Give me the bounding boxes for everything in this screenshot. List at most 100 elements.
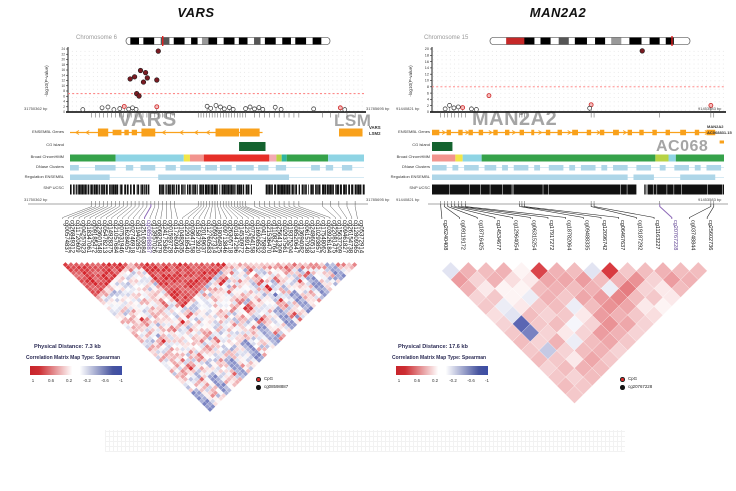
scale-tick: 0.2 [65,378,73,383]
cpg-probe-label: cg19375204 [287,220,293,254]
cpg-probe-label: cg26305718 [227,220,233,254]
connector-line [225,204,238,219]
connector-line [149,204,156,219]
snp-bar [310,184,312,195]
dnase-cluster-box [674,165,689,171]
chromhmm-segment [286,154,329,162]
track-label-ensembl-genes: ENSEMBL Genes [398,129,430,134]
snp-bar [216,184,218,195]
cpg-probe-label: cg07531946 [118,220,124,254]
snp-bar [146,184,148,195]
snp-bar [232,184,234,195]
snp-bar [298,184,300,195]
snp-bar [276,184,278,195]
gene-exon [446,129,451,136]
connector-line [111,204,128,219]
ideogram-band [321,37,330,45]
track-label-regulation: Regulation ENSEMBL [24,173,64,179]
snp-slit [469,184,470,195]
chromhmm-segment [655,154,669,162]
cpg-probe-label: cg16284057 [123,220,129,254]
ideogram-band [306,37,313,45]
cpg-probe-label: cg18782064 [566,220,572,250]
track-label-chromhmm: Broad ChromHMM [30,154,64,159]
connector-line [354,204,358,219]
snp-bar [202,184,205,195]
connector-line [523,204,620,219]
gene-strand-arrow [193,130,199,135]
cpg-probe-label: cg26849312 [68,220,74,254]
snp-bar [80,184,82,195]
snp-bar [301,184,304,195]
connector-line [204,204,210,219]
snp-bar [147,184,150,195]
scatter-point [639,48,645,54]
scale-tick: -1 [485,378,489,383]
cpg-probe-label: cg03926184 [325,220,331,254]
cpg-probe-label: cg26240408 [442,220,448,250]
physical-distance-label: Physical Distance: 17.6 kb [398,344,468,350]
snp-bar [339,184,342,195]
correlation-scale-bar [30,366,122,375]
regulation-box [158,174,290,180]
snp-bar [105,184,108,195]
dnase-cluster-box [452,165,459,171]
snp-bar [315,184,317,195]
snp-bar [242,184,245,195]
cpg-probe-label: cg02937561 [281,220,287,254]
snp-gap [636,184,645,195]
snp-bar [204,184,208,195]
cpg-probe-label: cg07264158 [248,220,254,254]
snp-bar [110,184,112,195]
ideogram-band [665,37,675,45]
heatmap-cell [689,261,708,280]
y-tick-label: 0 [63,110,65,114]
cpg-probe-label: cg08598887 [145,220,151,254]
snp-bar [213,184,217,195]
scatter-point [243,106,248,111]
snp-bar [136,184,138,195]
snp-bar [173,184,175,195]
gene-exon [665,129,670,136]
connector-line [593,204,655,219]
scatter-point [252,106,257,112]
snp-bar [238,184,241,195]
connector-line [274,204,303,219]
snp-bar [236,184,239,195]
dnase-cluster-box [205,165,217,171]
scatter-point [278,107,284,112]
connector-line [659,204,673,219]
snp-bar [171,184,174,195]
snp-bar [225,184,227,195]
cpg-probe-label: cg23789140 [243,220,249,254]
chromhmm-segment [183,154,190,162]
snp-bar [137,184,140,195]
scatter-point [121,104,127,109]
panel-man2a2: 0 2 4 6 8 10 12 14 16 18 20 cg26240408 cg09119172 cg1… [425,36,728,404]
track-label-snp: SNP UCSC [43,185,64,190]
dnase-cluster-box [140,165,156,171]
chromhmm-segment [189,154,204,162]
cpg-probe-label: cg12964054 [513,220,519,250]
snp-bar [193,184,195,195]
scatter-grid [432,49,724,112]
cpg-probe-label: cg21536470 [265,220,271,254]
cg-island-box [432,142,453,151]
scatter-point [337,105,343,111]
scatter-point [469,106,474,112]
scatter-point [136,93,142,99]
snp-bar [285,184,287,195]
snp-bar [335,184,337,195]
dnase-cluster-box [659,165,666,171]
snp-bar [223,184,226,195]
gene-strand-arrow [488,130,493,135]
coordinate-start-bottom: 91440821 bp [396,197,420,202]
connector-line [223,204,232,219]
scatter-point [111,107,117,112]
ideogram-band [238,37,248,45]
snp-bar [280,184,281,195]
snp-bar [119,184,121,195]
scatter-grid [68,49,364,112]
snp-bar [95,184,98,195]
